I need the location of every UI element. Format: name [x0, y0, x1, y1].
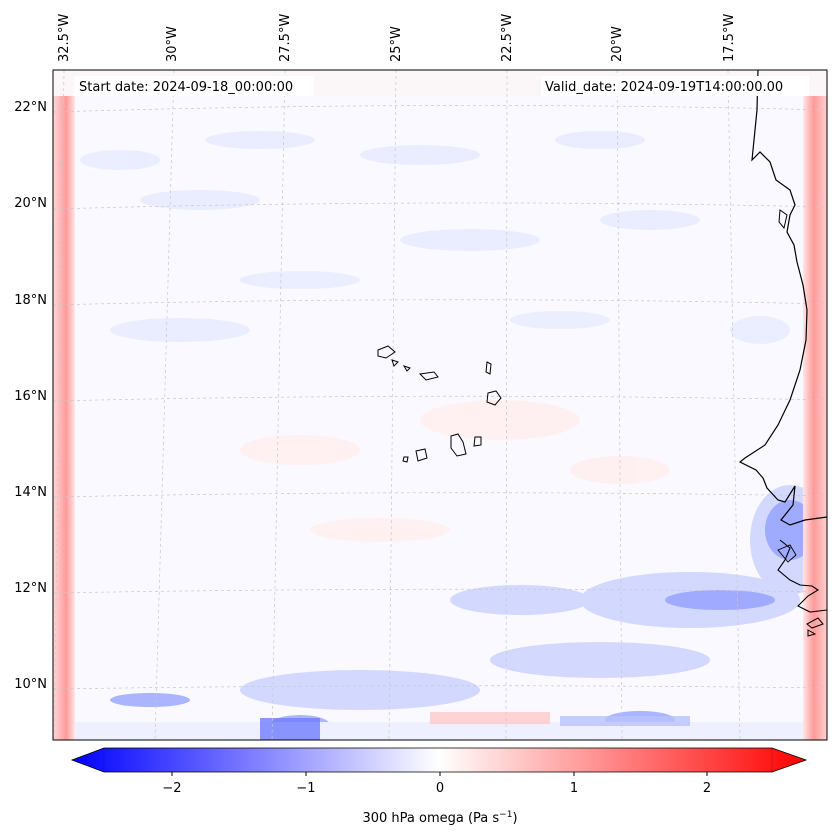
- lat-label: 12°N: [14, 581, 47, 596]
- colorbar-tick: 1: [570, 781, 578, 796]
- lat-label: 18°N: [14, 293, 47, 308]
- cabo-verde-islands: [377, 345, 502, 463]
- lon-label: 17.5°W: [722, 14, 737, 62]
- lat-label: 22°N: [14, 100, 47, 115]
- lon-label: 27.5°W: [278, 14, 293, 62]
- lat-label: 14°N: [14, 485, 47, 500]
- lon-label: 22.5°W: [500, 14, 515, 62]
- lat-label: 10°N: [14, 677, 47, 692]
- lon-label: 30°W: [165, 26, 180, 62]
- start-date-label: Start date: 2024-09-18_00:00:00: [79, 80, 293, 95]
- lat-label: 16°N: [14, 389, 47, 404]
- colorbar: −2 −1 0 1 2 300 hPa omega (Pa s−1): [70, 747, 808, 826]
- colorbar-tick: −1: [296, 781, 315, 796]
- lon-label: 20°W: [610, 26, 625, 62]
- africa-coastline: [738, 70, 827, 526]
- colorbar-tick: −2: [162, 781, 181, 796]
- colorbar-tick: 0: [436, 781, 444, 796]
- colorbar-tick: 2: [703, 781, 711, 796]
- valid-date-label: Valid_date: 2024-09-19T14:00:00.00: [545, 80, 783, 95]
- omega-field: [53, 70, 827, 740]
- graticule: [53, 70, 827, 740]
- lon-label: 25°W: [389, 26, 404, 62]
- map-frame: [52, 69, 828, 741]
- colorbar-label: 300 hPa omega (Pa s−1): [362, 810, 517, 826]
- lat-label: 20°N: [14, 196, 47, 211]
- lon-label: 32.5°W: [57, 14, 72, 62]
